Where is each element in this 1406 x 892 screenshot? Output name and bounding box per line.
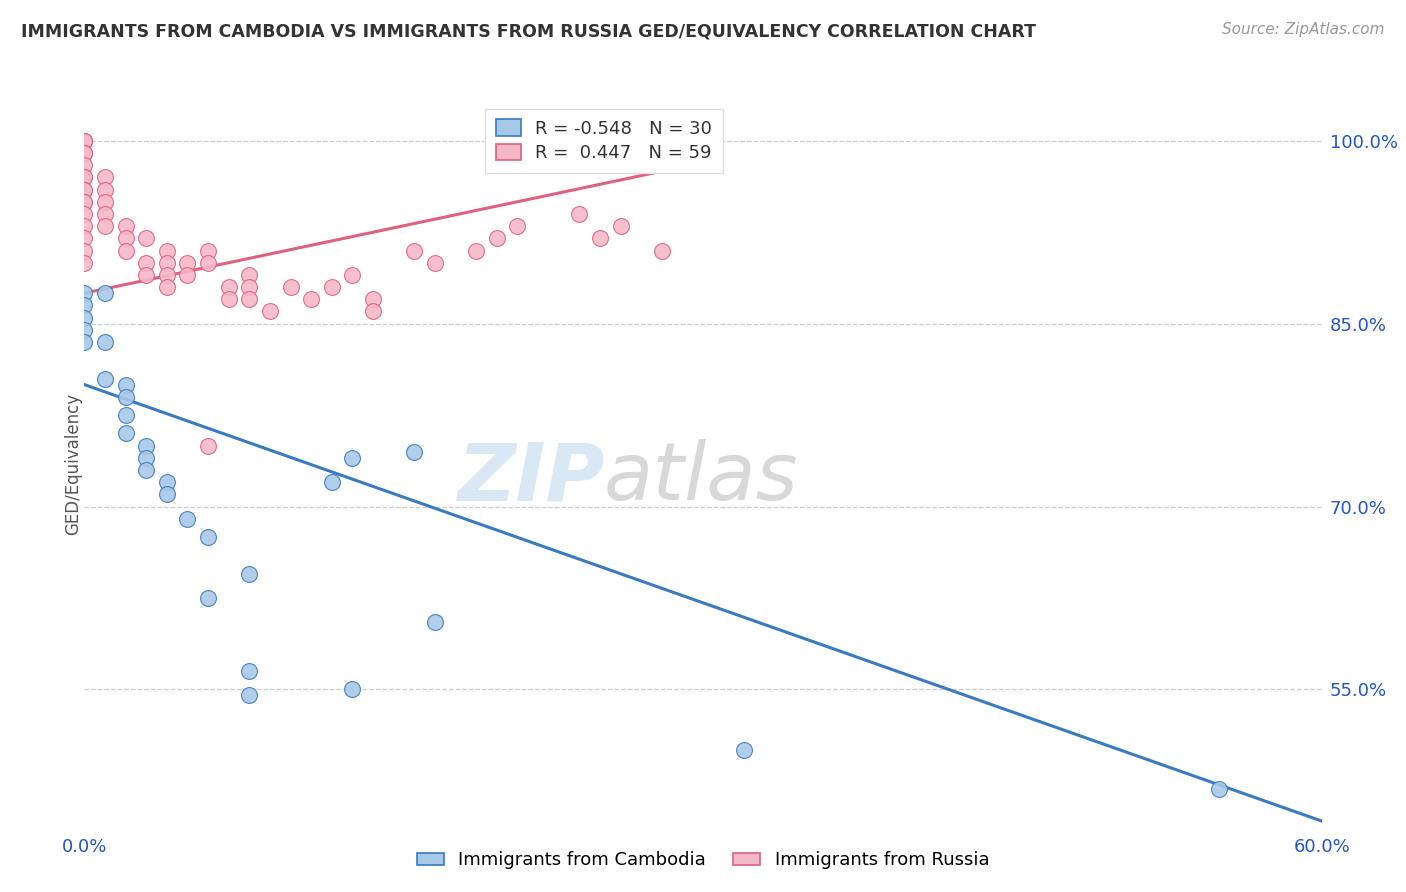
Text: ZIP: ZIP [457,440,605,517]
Point [197,255,219,269]
Point [94,207,117,221]
Point [238,664,260,678]
Point [73,194,96,209]
Point [135,450,157,465]
Point [73,158,96,172]
Point [506,219,529,234]
Point [94,219,117,234]
Y-axis label: GED/Equivalency: GED/Equivalency [65,392,82,535]
Text: atlas: atlas [605,440,799,517]
Point [321,475,343,489]
Point [176,255,198,269]
Point [135,255,157,269]
Point [114,377,136,392]
Point [197,244,219,258]
Point [156,487,179,501]
Point [94,286,117,301]
Point [73,134,96,148]
Point [73,194,96,209]
Point [423,615,446,630]
Point [238,293,260,307]
Point [465,244,488,258]
Point [114,244,136,258]
Point [73,334,96,349]
Point [238,566,260,581]
Point [651,244,673,258]
Point [589,231,612,245]
Point [114,219,136,234]
Point [73,146,96,161]
Point [73,323,96,337]
Point [733,743,755,757]
Point [197,591,219,605]
Point [73,231,96,245]
Point [404,244,426,258]
Point [94,170,117,185]
Point [135,268,157,282]
Point [218,280,240,294]
Point [156,280,179,294]
Point [156,255,179,269]
Point [73,244,96,258]
Point [73,170,96,185]
Point [609,219,631,234]
Point [342,450,364,465]
Point [259,304,281,318]
Point [135,439,157,453]
Point [73,255,96,269]
Point [156,244,179,258]
Point [114,408,136,422]
Point [114,426,136,441]
Point [176,268,198,282]
Point [176,512,198,526]
Point [299,293,322,307]
Text: IMMIGRANTS FROM CAMBODIA VS IMMIGRANTS FROM RUSSIA GED/EQUIVALENCY CORRELATION C: IMMIGRANTS FROM CAMBODIA VS IMMIGRANTS F… [21,22,1036,40]
Point [321,280,343,294]
Point [73,146,96,161]
Point [135,231,157,245]
Legend: Immigrants from Cambodia, Immigrants from Russia: Immigrants from Cambodia, Immigrants fro… [408,842,998,879]
Point [280,280,302,294]
Point [73,310,96,325]
Point [94,334,117,349]
Point [156,475,179,489]
Point [404,444,426,458]
Point [94,371,117,385]
Point [238,268,260,282]
Point [94,183,117,197]
Point [73,146,96,161]
Point [135,463,157,477]
Point [197,439,219,453]
Point [73,134,96,148]
Point [114,390,136,404]
Point [114,231,136,245]
Point [73,183,96,197]
Text: Source: ZipAtlas.com: Source: ZipAtlas.com [1222,22,1385,37]
Point [73,183,96,197]
Point [197,530,219,544]
Point [361,293,384,307]
Point [361,304,384,318]
Point [238,689,260,703]
Point [485,231,508,245]
Point [73,219,96,234]
Point [73,298,96,312]
Point [94,194,117,209]
Point [73,286,96,301]
Point [73,134,96,148]
Point [568,207,591,221]
Point [342,682,364,697]
Point [218,293,240,307]
Point [156,268,179,282]
Legend: R = -0.548   N = 30, R =  0.447   N = 59: R = -0.548 N = 30, R = 0.447 N = 59 [485,109,723,173]
Point [238,280,260,294]
Point [1208,782,1230,797]
Point [73,207,96,221]
Point [73,170,96,185]
Point [342,268,364,282]
Point [423,255,446,269]
